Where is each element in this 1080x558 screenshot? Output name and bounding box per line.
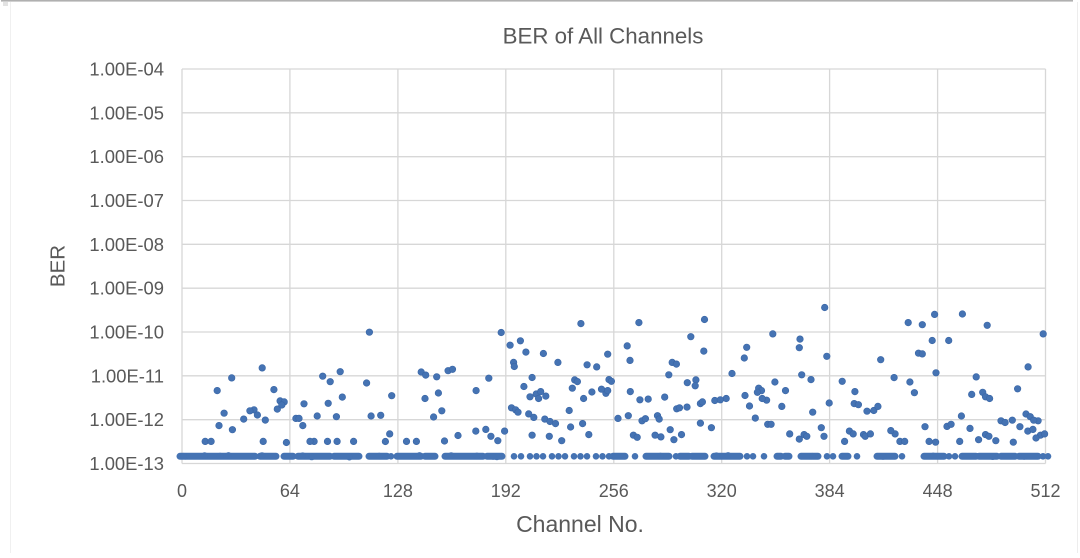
svg-text:320: 320	[707, 481, 737, 501]
svg-text:192: 192	[491, 481, 521, 501]
svg-text:448: 448	[923, 481, 953, 501]
svg-text:1.00E-11: 1.00E-11	[91, 365, 164, 386]
svg-text:1.00E-06: 1.00E-06	[89, 146, 164, 167]
svg-text:1.00E-09: 1.00E-09	[89, 278, 164, 299]
svg-text:Channel No.: Channel No.	[516, 511, 644, 537]
svg-text:64: 64	[280, 481, 300, 501]
svg-text:128: 128	[383, 481, 413, 501]
svg-text:BER of All Channels: BER of All Channels	[503, 24, 704, 49]
svg-text:1.00E-07: 1.00E-07	[89, 190, 164, 211]
svg-text:1.00E-08: 1.00E-08	[89, 234, 164, 255]
svg-text:1.00E-12: 1.00E-12	[89, 409, 164, 430]
svg-text:512: 512	[1030, 481, 1060, 501]
svg-text:1.00E-10: 1.00E-10	[89, 322, 164, 343]
svg-text:1.00E-05: 1.00E-05	[89, 102, 164, 123]
svg-text:BER: BER	[47, 245, 70, 287]
svg-text:1.00E-13: 1.00E-13	[89, 453, 164, 474]
svg-text:256: 256	[599, 481, 629, 501]
svg-text:0: 0	[177, 481, 187, 501]
svg-text:384: 384	[815, 481, 845, 501]
svg-text:1.00E-04: 1.00E-04	[89, 59, 164, 80]
